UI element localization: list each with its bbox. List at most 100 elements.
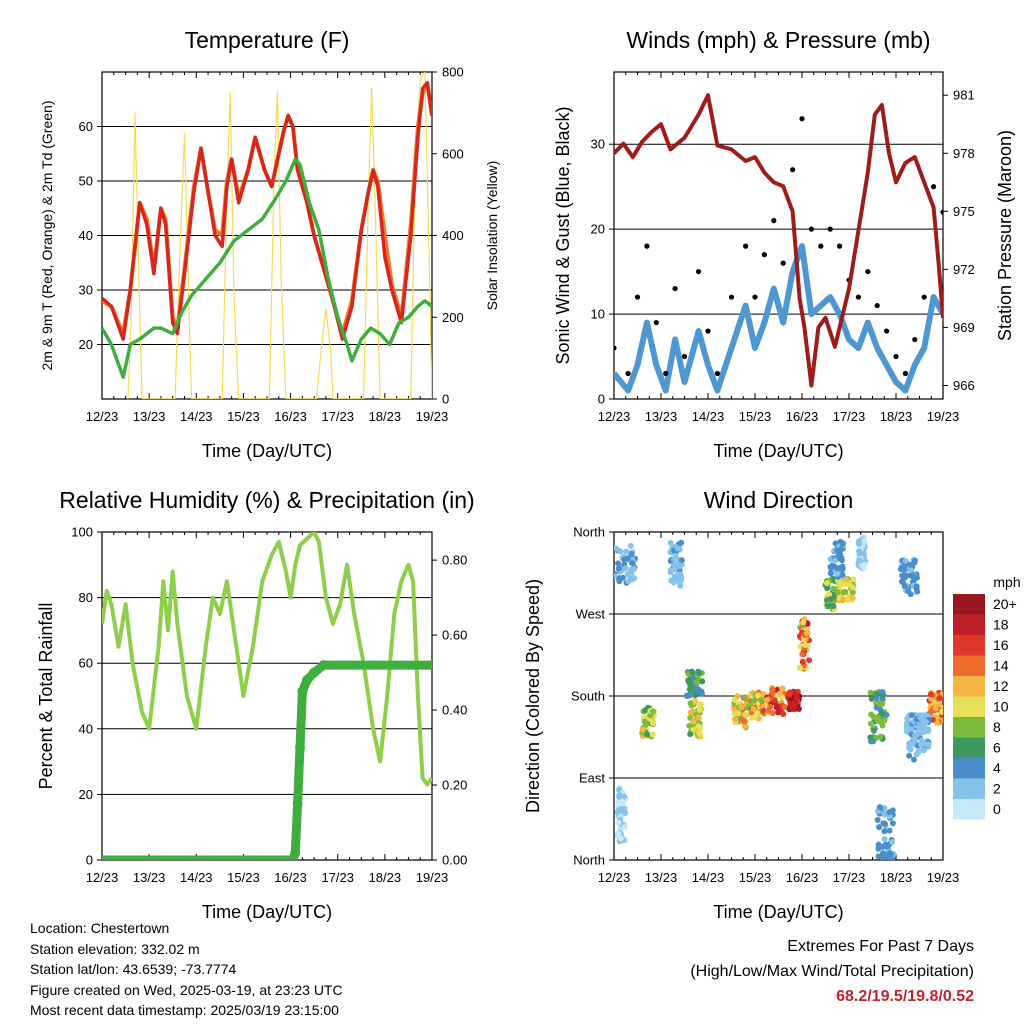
direction-point (696, 706, 703, 713)
winds-xtick-label: 14/23 (692, 409, 725, 424)
temperature-xtick-label: 18/23 (369, 409, 402, 424)
direction-point (914, 588, 921, 595)
direction-point (779, 685, 786, 692)
direction-point (678, 557, 685, 564)
direction-point (879, 700, 886, 707)
direction-point (767, 704, 774, 711)
humidity-line-relative-humidity (102, 532, 432, 787)
colorbar-swatch (953, 635, 985, 656)
direction-panel: 12/23 13/23 14/23 15/23 16/23 17/23 18/23 19/23… (523, 487, 959, 922)
humidity-y2tick-label: 0.60 (442, 628, 467, 643)
temperature-ytick-label: 40 (79, 228, 93, 243)
temperature-xtick-label: 19/23 (416, 409, 449, 424)
direction-point (769, 690, 776, 697)
direction-point (622, 565, 629, 572)
winds-ytick-label: 0 (598, 392, 605, 407)
winds-y2tick-label: 975 (953, 204, 975, 219)
direction-point (873, 695, 880, 702)
winds-y2tick-label: 981 (953, 88, 975, 103)
winds-title: Winds (mph) & Pressure (mb) (626, 27, 930, 53)
direction-point (731, 716, 738, 723)
station-elevation: Station elevation: 332.02 m (30, 940, 200, 957)
winds-gust-point (837, 243, 843, 249)
direction-point (881, 811, 888, 818)
direction-point (695, 669, 702, 676)
direction-point (881, 836, 888, 843)
humidity-xtick-label: 15/23 (227, 870, 260, 885)
direction-point (905, 588, 912, 595)
direction-point (840, 596, 847, 603)
humidity-rainfall-point (290, 847, 301, 858)
colorbar-label: 14 (993, 658, 1009, 674)
direction-title: Wind Direction (704, 487, 854, 513)
colorbar-label: 16 (993, 637, 1009, 653)
temperature-y2label: Solar Insolation (Yellow) (484, 161, 500, 311)
winds-gust-point (634, 294, 641, 300)
direction-point (910, 756, 917, 763)
winds-xtick-label: 19/23 (927, 409, 960, 424)
winds-ytick-label: 30 (591, 137, 605, 152)
direction-point (901, 567, 908, 574)
direction-point (738, 704, 745, 711)
direction-point (771, 697, 778, 704)
direction-point (804, 629, 811, 636)
temperature-ytick-label: 30 (79, 283, 93, 298)
direction-point (913, 574, 920, 581)
direction-ytick-label: South (571, 689, 605, 704)
direction-point (839, 563, 846, 570)
direction-point (917, 729, 924, 736)
direction-point (763, 697, 770, 704)
direction-point (631, 575, 638, 582)
direction-point (687, 731, 694, 738)
direction-point (625, 578, 632, 585)
winds-xtick-label: 17/23 (833, 409, 866, 424)
humidity-xtick-label: 14/23 (180, 870, 213, 885)
winds-gust-point (855, 294, 862, 300)
direction-point (614, 545, 619, 552)
direction-ytick-label: West (576, 607, 606, 622)
direction-xtick-label: 18/23 (880, 870, 913, 885)
direction-point (629, 560, 636, 567)
direction-point (699, 678, 706, 685)
direction-point (842, 580, 849, 587)
winds-gust-point (865, 268, 871, 275)
direction-point (688, 668, 695, 675)
humidity-ytick-label: 20 (79, 787, 93, 802)
winds-y2tick-label: 978 (953, 146, 975, 161)
direction-point (908, 726, 915, 733)
direction-point (889, 820, 896, 827)
winds-ytick-label: 20 (591, 222, 605, 237)
humidity-rainfall-point (427, 660, 432, 671)
winds-gust-point (625, 370, 631, 377)
humidity-ytick-label: 80 (79, 590, 93, 605)
direction-point (693, 679, 700, 686)
direction-colorbar: mph 20+ 18 16 14 12 10 8 6 4 2 0 (953, 574, 1021, 820)
direction-point (617, 835, 624, 842)
direction-point (800, 619, 807, 626)
direction-point (616, 565, 623, 572)
direction-point (907, 746, 914, 753)
winds-gust-point (808, 226, 815, 232)
winds-gust-point (743, 243, 749, 249)
direction-point (925, 741, 932, 748)
winds-y2tick-label: 969 (953, 320, 975, 335)
colorbar-swatch (953, 799, 985, 820)
direction-point (867, 720, 874, 727)
direction-point (881, 828, 888, 835)
winds-gust-point (790, 167, 796, 173)
direction-xtick-label: 17/23 (833, 870, 866, 885)
direction-point (849, 584, 856, 591)
direction-point (842, 589, 849, 596)
direction-point (834, 588, 841, 595)
direction-point (741, 723, 748, 730)
direction-point (696, 701, 703, 708)
direction-point (901, 583, 908, 590)
direction-point (927, 691, 934, 698)
humidity-rainfall-point (292, 798, 303, 809)
temperature-series (102, 72, 432, 399)
direction-point (799, 658, 806, 665)
direction-point (868, 695, 875, 702)
colorbar-swatch (953, 614, 985, 635)
temperature-line-solar-insolation (127, 72, 432, 399)
direction-point (837, 546, 844, 553)
